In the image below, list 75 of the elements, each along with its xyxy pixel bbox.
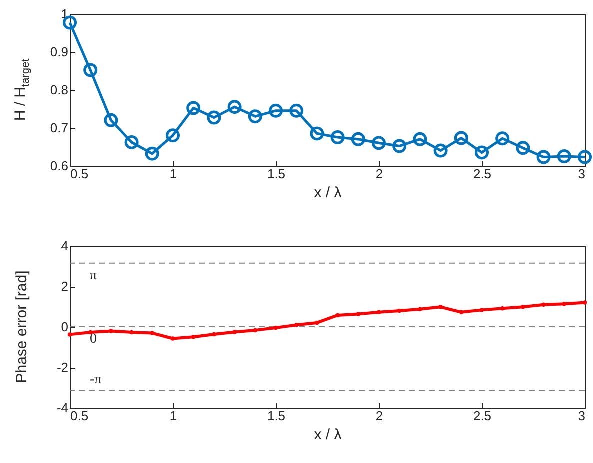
y-tick-label: 0.7 <box>50 120 68 136</box>
point <box>330 130 345 144</box>
x-axis-title: x / λ <box>314 426 342 444</box>
y-tick-label: 0.8 <box>50 82 68 98</box>
point <box>228 100 242 114</box>
point <box>130 330 134 335</box>
x-tick-label: 0.5 <box>70 166 89 182</box>
y-tick-label: 0 <box>61 320 68 334</box>
point <box>290 104 304 118</box>
point <box>68 332 72 337</box>
point <box>186 101 201 116</box>
point <box>315 320 320 326</box>
point <box>207 110 222 125</box>
point <box>418 307 422 312</box>
x-tick-label: 1 <box>170 166 178 182</box>
y-tick-label: 0.6 <box>50 158 68 174</box>
point <box>269 104 283 118</box>
point <box>376 310 382 315</box>
point <box>392 139 407 154</box>
y-tick-label: 0.9 <box>50 44 68 60</box>
point <box>274 326 278 330</box>
y-axis-title: Phase error [rad] <box>14 270 30 384</box>
point <box>232 330 237 334</box>
point <box>294 323 299 328</box>
x-axis-title: x / λ <box>314 184 342 202</box>
point <box>413 132 428 146</box>
point <box>84 63 98 78</box>
point <box>351 132 366 146</box>
point <box>557 150 572 164</box>
x-tick-label: 1.5 <box>267 408 286 424</box>
point <box>150 331 155 336</box>
x-tick-label: 1.5 <box>267 166 286 182</box>
point <box>372 136 386 150</box>
x-tick-label: 2 <box>376 166 384 182</box>
x-tick-label: 3 <box>578 166 586 182</box>
point <box>475 146 489 160</box>
point <box>434 144 448 158</box>
x-tick-label: 2.5 <box>473 408 492 424</box>
point <box>542 302 546 308</box>
point <box>454 131 468 146</box>
x-tick-label: 2.5 <box>473 166 492 182</box>
x-tick-label: 2 <box>376 408 384 424</box>
ref-line-label: -π <box>90 372 102 388</box>
point <box>336 313 340 318</box>
point <box>536 150 551 164</box>
point <box>516 141 530 156</box>
point <box>582 300 588 305</box>
y-tick-label: -2 <box>56 360 68 375</box>
point <box>109 329 114 334</box>
point <box>248 110 262 124</box>
x-tick-label: 0.5 <box>70 408 89 424</box>
point <box>459 310 464 315</box>
point <box>438 305 443 310</box>
y-tick-label: -4 <box>56 400 68 416</box>
point <box>124 135 139 150</box>
y-tick-label: 4 <box>61 238 68 254</box>
point <box>191 335 196 340</box>
point <box>212 332 216 337</box>
point <box>104 113 118 128</box>
point <box>480 308 484 312</box>
point <box>166 128 180 143</box>
ref-line-label: π <box>90 268 98 284</box>
point <box>170 336 176 341</box>
point <box>500 306 505 311</box>
point <box>397 308 402 314</box>
point <box>310 126 324 141</box>
point <box>253 328 258 333</box>
point <box>578 150 592 164</box>
point <box>521 305 526 310</box>
x-tick-label: 1 <box>170 408 178 424</box>
ref-line-label: 0 <box>90 332 97 347</box>
x-tick-label: 3 <box>578 408 586 424</box>
y-tick-label: 2 <box>61 279 68 294</box>
point <box>145 146 160 161</box>
point <box>496 132 510 146</box>
